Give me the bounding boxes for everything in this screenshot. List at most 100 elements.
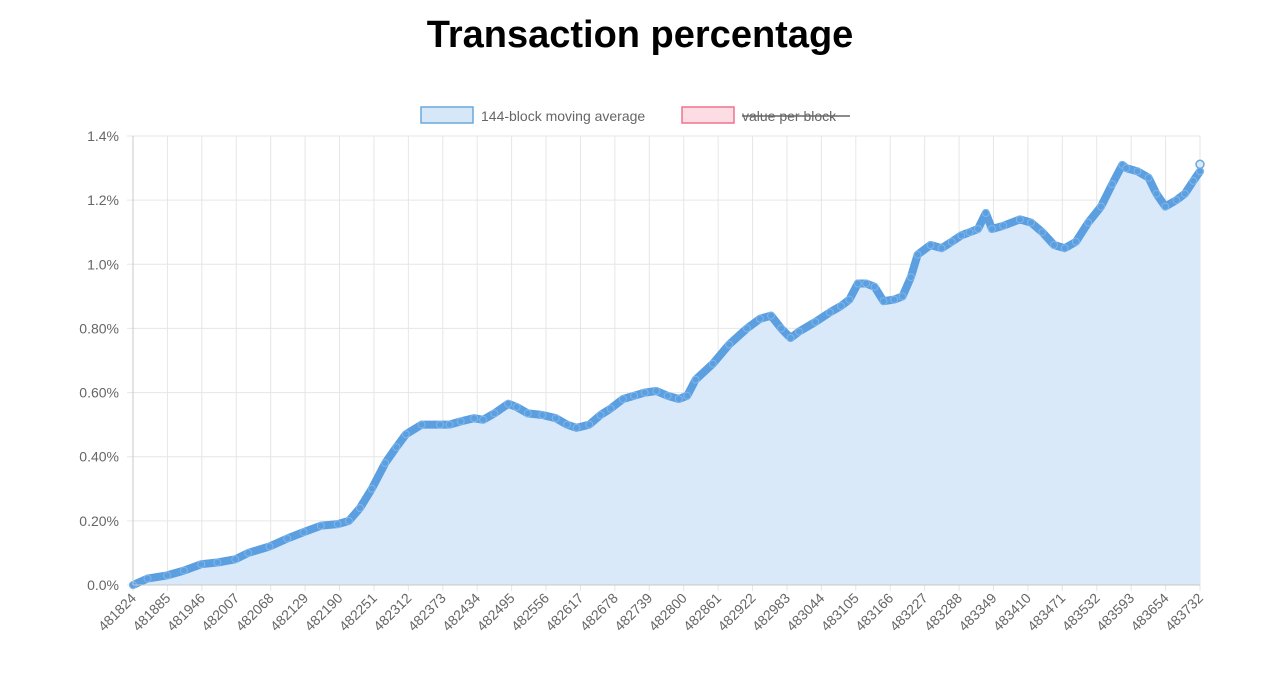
data-point [708,359,717,368]
data-point [490,409,499,418]
y-tick-label: 0.40% [79,449,119,465]
data-point [299,528,308,537]
data-point [906,273,915,282]
data-point [367,484,376,493]
data-point [316,521,325,530]
data-point [470,414,479,423]
legend-label: 144-block moving average [481,108,645,124]
data-point [725,340,734,349]
data-point [333,520,342,529]
data-point [1108,180,1117,189]
data-point [1195,159,1205,170]
legend-swatch [681,106,735,124]
data-point [163,571,172,580]
data-point [523,409,532,418]
y-tick-label: 0.80% [79,320,119,336]
legend-swatch [420,106,474,124]
data-point [974,225,982,233]
data-point [1172,196,1181,205]
chart-title: Transaction percentage [426,14,854,56]
data-point [504,399,513,408]
legend-item-moving-average[interactable]: 144-block moving average [420,106,645,124]
data-point [640,388,649,397]
y-tick-label: 1.4% [87,128,119,144]
data-point [777,324,786,333]
data-point [356,504,364,512]
series-fill [133,164,1200,585]
data-point [811,318,820,326]
data-point [1050,241,1058,249]
data-point [630,391,639,400]
y-tick-label: 1.0% [87,256,119,272]
data-point [283,534,292,543]
data-point [1097,202,1105,211]
data-point [1027,218,1036,227]
data-point [456,417,465,426]
data-point [1189,176,1198,185]
data-point [1133,167,1142,176]
y-tick-labels: 0.0% 0.20% 0.40% 0.60% 0.80% 1.0% 1.2% 1.4% [79,128,119,593]
legend-item-value-per-block[interactable]: value per block [681,106,850,124]
data-point [1060,244,1069,253]
data-point [862,279,871,288]
data-point [572,423,581,432]
data-point [344,516,353,525]
x-tick-label: 483732 [1162,590,1206,634]
data-point [1015,215,1024,224]
data-point [795,327,803,336]
data-point [870,282,879,291]
data-point [618,395,627,403]
data-point [837,302,845,310]
data-point [926,241,935,249]
data-point [937,244,946,253]
data-point [890,295,899,304]
data-point [606,404,615,413]
data-point [381,459,390,468]
data-point [213,558,222,567]
data-point [825,308,834,317]
data-point [786,334,795,342]
data-point [767,311,776,320]
data-point [913,250,922,259]
data-point [1038,228,1047,237]
data-point [1152,189,1161,198]
data-point [743,324,751,333]
data-point [652,387,661,395]
data-point [965,228,974,237]
data-point [1071,237,1080,246]
data-point [417,420,426,429]
axes [132,136,1200,586]
x-tick-labels: 4818244818854819464820074820684821294821… [95,590,1206,634]
data-point [1180,189,1189,198]
y-tick-label: 0.0% [87,577,119,593]
data-point [1122,164,1131,173]
data-point [999,221,1008,230]
data-point [674,395,683,403]
y-tick-label: 1.2% [87,192,119,208]
data-point [596,411,605,419]
data-point [1144,173,1153,182]
data-point [445,420,454,429]
series-area [129,159,1205,589]
data-point [755,314,764,323]
data-point [551,414,560,423]
y-tick-label: 0.20% [79,513,119,529]
data-point [401,430,410,439]
data-point [563,420,571,429]
data-point [436,420,444,429]
data-point [265,542,274,551]
data-point [981,209,990,217]
data-point [538,411,547,419]
data-point [663,391,672,400]
data-point [957,231,966,240]
data-point [947,237,956,246]
legend[interactable]: 144-block moving average value per block [420,106,850,124]
data-point [179,566,188,575]
data-point [585,420,594,429]
data-point [197,560,206,569]
y-tick-label: 0.60% [79,385,119,401]
data-point [231,555,240,564]
data-point [845,295,854,304]
data-point [898,292,907,301]
